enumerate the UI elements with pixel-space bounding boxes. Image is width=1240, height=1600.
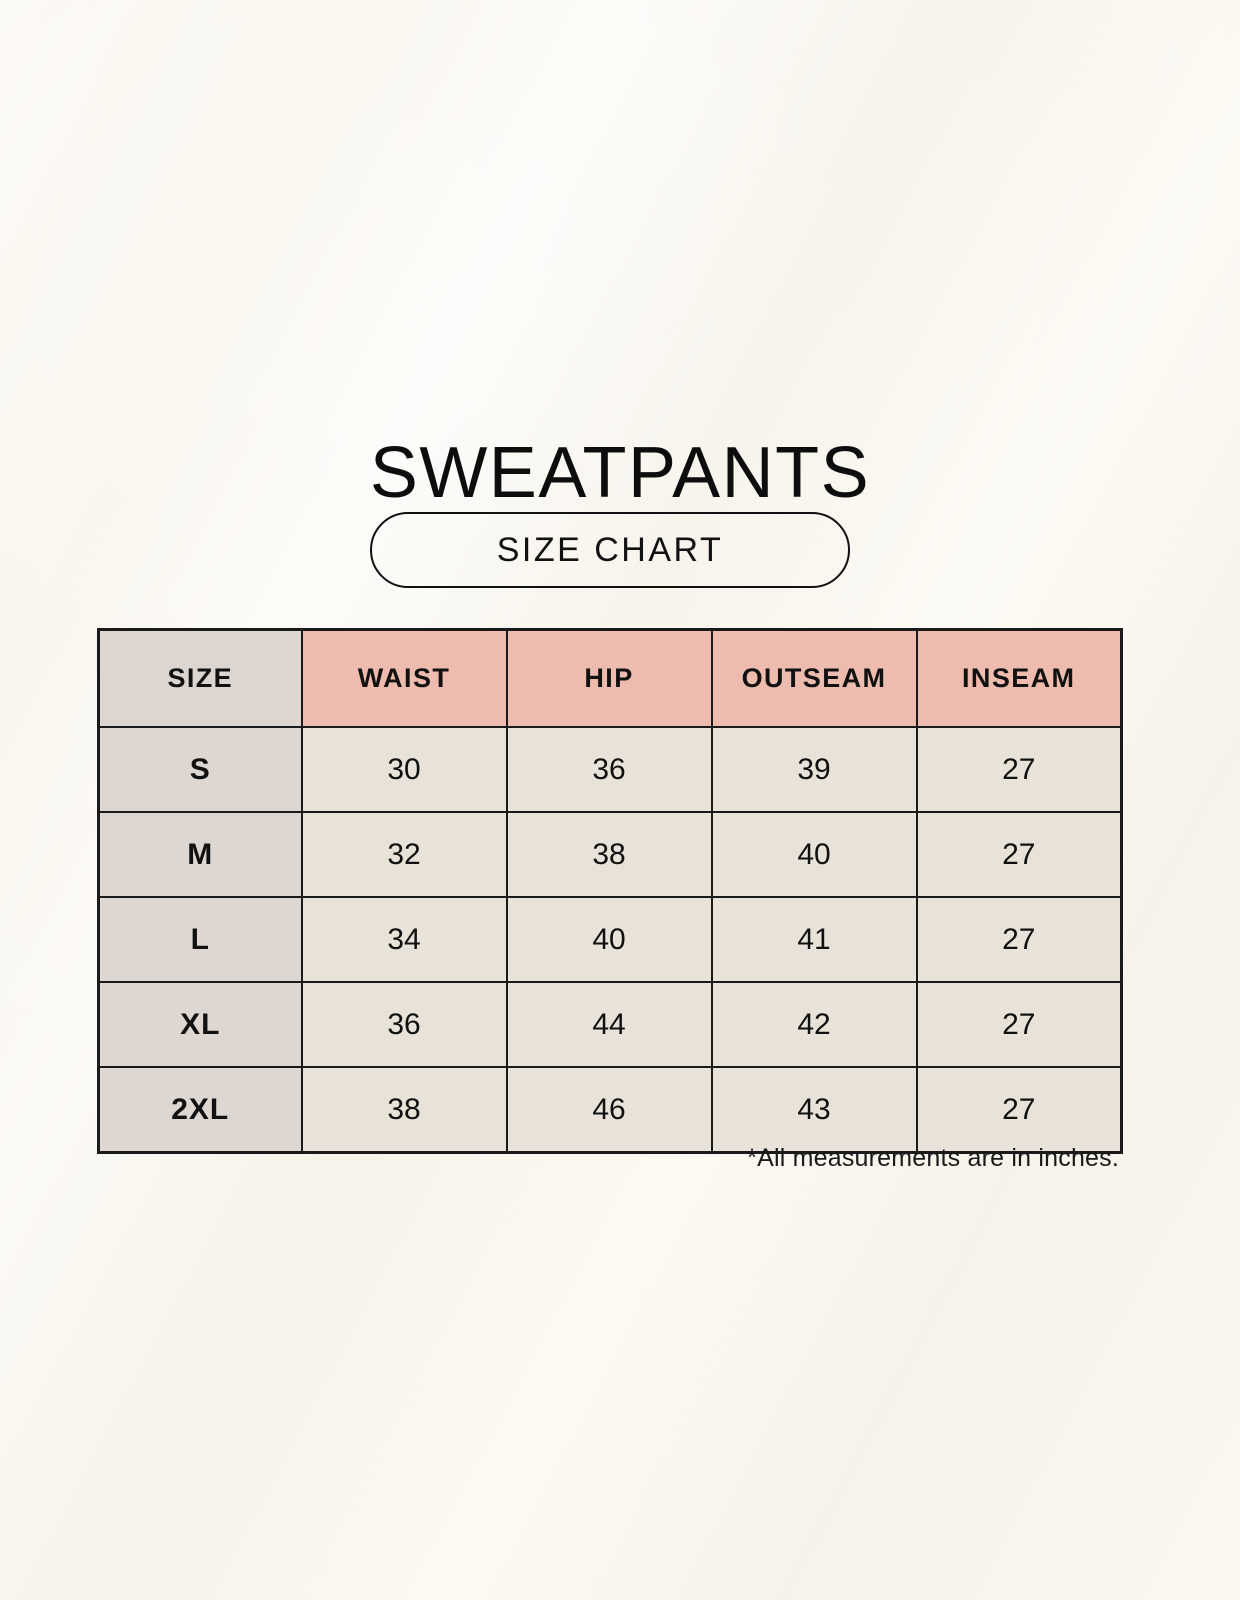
cell-inseam: 27 <box>915 981 1123 1068</box>
cell-inseam: 27 <box>915 896 1123 983</box>
column-header-hip: HIP <box>505 628 713 728</box>
size-chart-badge-label: SIZE CHART <box>496 530 724 569</box>
table-row: L 34 40 41 27 <box>97 896 1123 983</box>
table-row: 2XL 38 46 43 27 <box>97 1066 1123 1154</box>
cell-size: S <box>97 726 303 813</box>
size-chart-badge: SIZE CHART <box>370 512 850 588</box>
cell-hip: 40 <box>505 896 713 983</box>
table-row: XL 36 44 42 27 <box>97 981 1123 1068</box>
cell-waist: 32 <box>300 811 508 898</box>
cell-waist: 38 <box>300 1066 508 1154</box>
cell-inseam: 27 <box>915 1066 1123 1154</box>
measurement-units-note: *All measurements are in inches. <box>747 1144 1119 1172</box>
page-title: SWEATPANTS <box>369 433 871 514</box>
cell-hip: 44 <box>505 981 713 1068</box>
cell-inseam: 27 <box>915 811 1123 898</box>
table-row: M 32 38 40 27 <box>97 811 1123 898</box>
column-header-size: SIZE <box>97 628 303 728</box>
cell-size: XL <box>97 981 303 1068</box>
table-body: S 30 36 39 27 M 32 38 40 27 L 34 40 41 2… <box>97 726 1123 1154</box>
cell-inseam: 27 <box>915 726 1123 813</box>
table-header: SIZE WAIST HIP OUTSEAM INSEAM <box>97 628 1123 728</box>
column-header-waist: WAIST <box>300 628 508 728</box>
cell-outseam: 41 <box>710 896 918 983</box>
cell-waist: 30 <box>300 726 508 813</box>
table-header-row: SIZE WAIST HIP OUTSEAM INSEAM <box>97 628 1123 728</box>
column-header-inseam: INSEAM <box>915 628 1123 728</box>
cell-outseam: 39 <box>710 726 918 813</box>
cell-size: 2XL <box>97 1066 303 1154</box>
cell-hip: 38 <box>505 811 713 898</box>
cell-outseam: 43 <box>710 1066 918 1154</box>
cell-waist: 34 <box>300 896 508 983</box>
cell-waist: 36 <box>300 981 508 1068</box>
table-row: S 30 36 39 27 <box>97 726 1123 813</box>
cell-outseam: 42 <box>710 981 918 1068</box>
cell-size: M <box>97 811 303 898</box>
cell-size: L <box>97 896 303 983</box>
size-chart-table: SIZE WAIST HIP OUTSEAM INSEAM S 30 36 39… <box>97 628 1123 1154</box>
cell-hip: 46 <box>505 1066 713 1154</box>
column-header-outseam: OUTSEAM <box>710 628 918 728</box>
cell-outseam: 40 <box>710 811 918 898</box>
cell-hip: 36 <box>505 726 713 813</box>
